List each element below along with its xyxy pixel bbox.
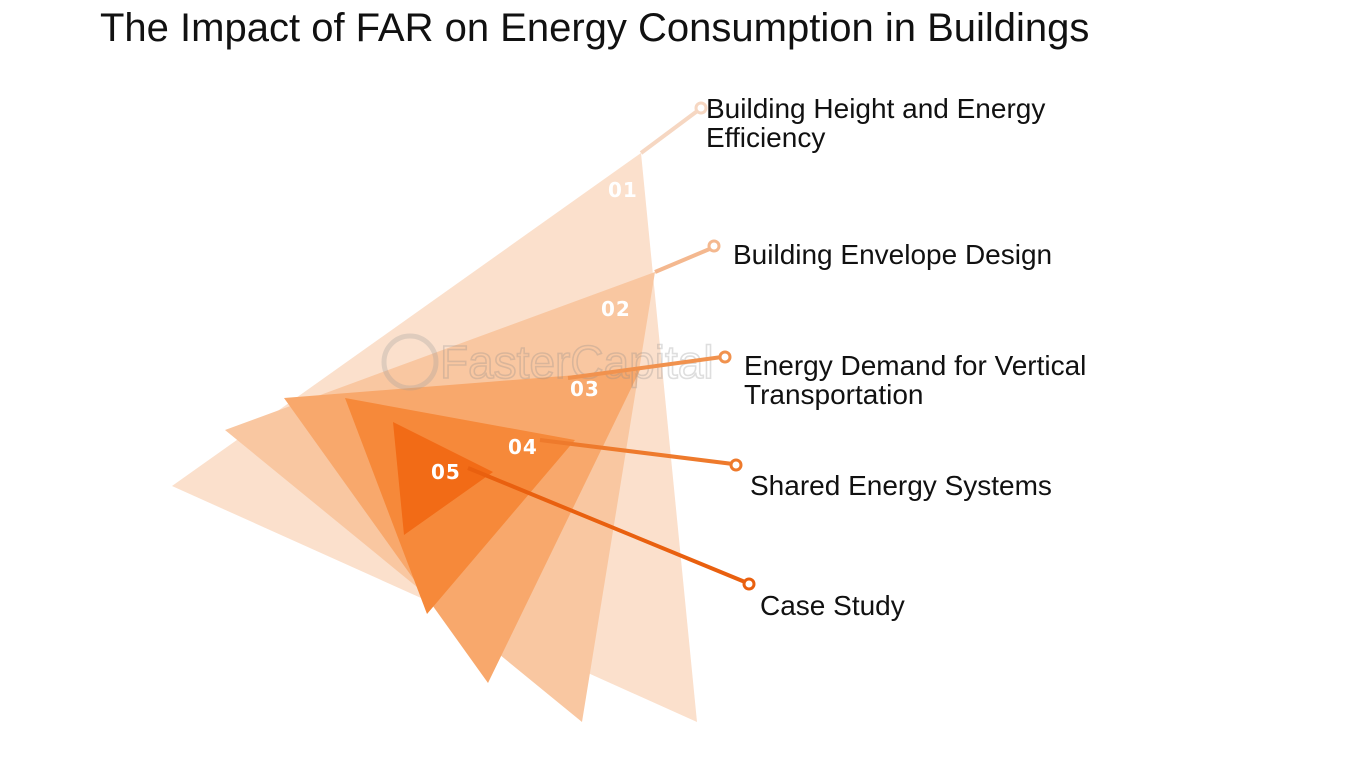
item-label-building-height: Building Height and Energy Efficiency [706,93,1046,153]
step-number-2: 02 [601,297,631,321]
connector-1-end-icon [694,101,708,115]
connector-5 [467,466,756,591]
connector-3-end-icon [718,350,732,364]
item-label-vertical-transportation: Energy Demand for Vertical Transportatio… [744,350,1087,410]
step-number-5: 05 [431,460,461,484]
triangle-layer-5 [393,422,493,535]
connector-5-end-icon [742,577,756,591]
watermark: FasterCapital [381,333,714,391]
connector-4-end-icon [729,458,743,472]
connector-2 [654,239,721,274]
connector-4 [539,438,743,472]
step-number-3: 03 [570,377,600,401]
page-title: The Impact of FAR on Energy Consumption … [100,6,1090,50]
step-number-1: 01 [608,178,638,202]
step-number-4: 04 [508,435,538,459]
item-label-case-study: Case Study [760,590,905,621]
watermark-logo-icon [381,333,439,391]
connector-1 [639,101,708,155]
item-label-shared-energy: Shared Energy Systems [750,470,1052,501]
connector-2-end-icon [707,239,721,253]
connector-3 [567,350,732,380]
watermark-text: FasterCapital [440,336,714,388]
item-label-building-envelope: Building Envelope Design [733,239,1053,270]
